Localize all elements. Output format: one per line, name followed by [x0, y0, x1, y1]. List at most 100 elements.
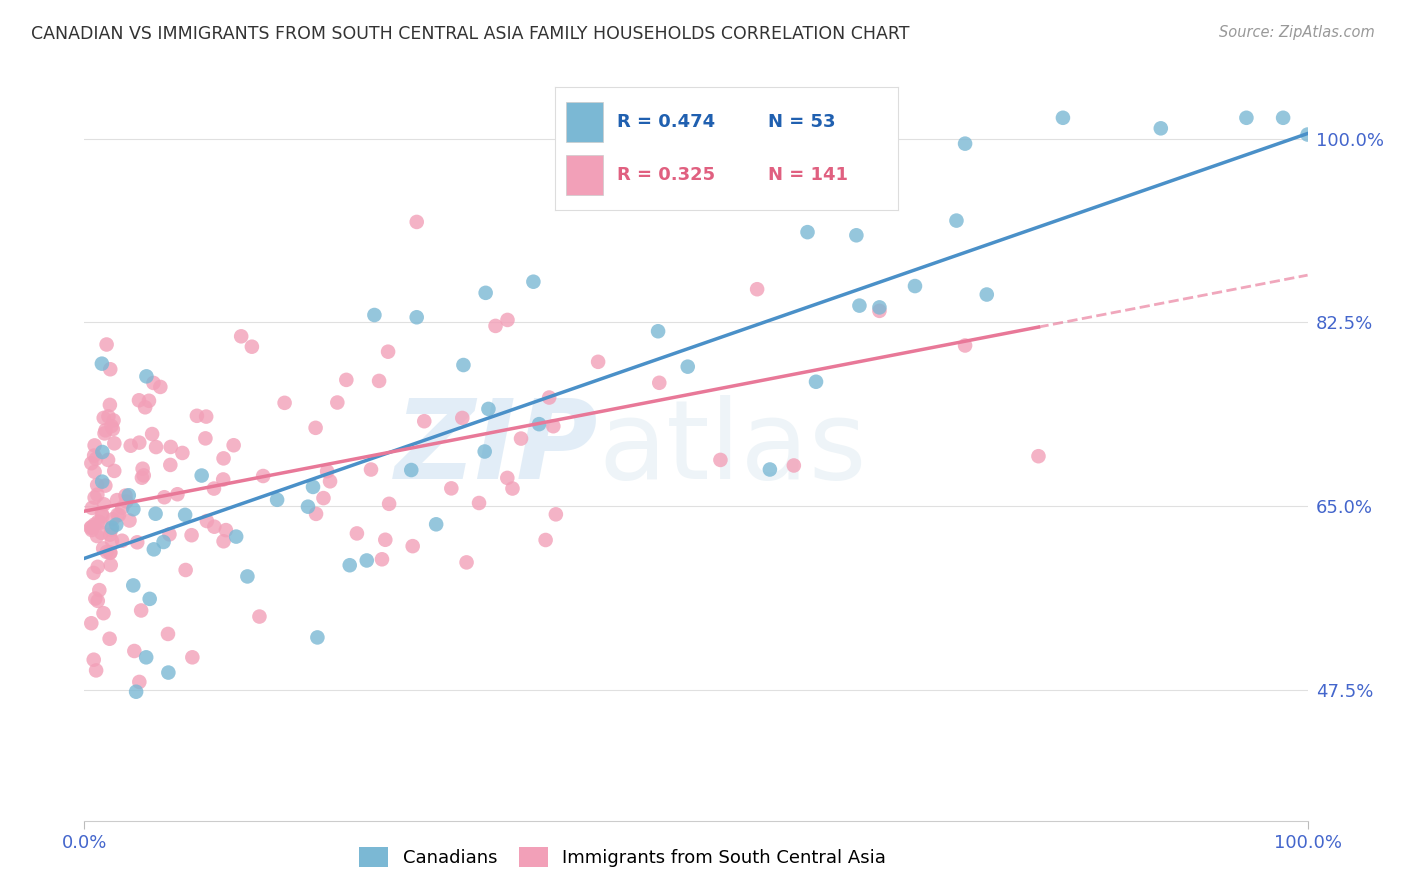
- Point: [266, 492, 288, 507]
- Point: [195, 409, 218, 424]
- Point: [904, 279, 927, 293]
- Point: [312, 491, 335, 505]
- Point: [377, 344, 399, 359]
- Point: [98, 546, 121, 560]
- Point: [648, 376, 671, 390]
- Point: [538, 391, 561, 405]
- Point: [91, 445, 114, 459]
- Text: atlas: atlas: [598, 395, 866, 501]
- Point: [976, 287, 998, 301]
- Point: [90, 507, 112, 521]
- Point: [869, 303, 891, 318]
- Point: [80, 523, 103, 537]
- Point: [107, 508, 129, 522]
- Point: [1272, 111, 1295, 125]
- Point: [84, 664, 107, 678]
- Point: [127, 535, 149, 549]
- Point: [225, 530, 247, 544]
- Point: [236, 569, 259, 583]
- Point: [401, 463, 423, 477]
- Point: [374, 533, 396, 547]
- Point: [252, 469, 274, 483]
- Point: [453, 358, 475, 372]
- Point: [425, 517, 447, 532]
- Point: [98, 398, 121, 412]
- Text: CANADIAN VS IMMIGRANTS FROM SOUTH CENTRAL ASIA FAMILY HOUSEHOLDS CORRELATION CHA: CANADIAN VS IMMIGRANTS FROM SOUTH CENTRA…: [31, 25, 910, 43]
- Point: [215, 523, 238, 537]
- Point: [544, 508, 567, 522]
- Point: [319, 475, 342, 489]
- Point: [87, 559, 110, 574]
- Point: [128, 393, 150, 408]
- Point: [405, 215, 427, 229]
- Point: [190, 468, 212, 483]
- Point: [845, 228, 868, 243]
- Point: [83, 438, 105, 452]
- Point: [212, 534, 235, 549]
- Point: [522, 275, 544, 289]
- Point: [83, 653, 105, 667]
- Point: [368, 374, 391, 388]
- Point: [128, 675, 150, 690]
- Point: [305, 507, 328, 521]
- Point: [101, 422, 124, 436]
- Point: [90, 525, 112, 540]
- Point: [202, 482, 225, 496]
- Point: [131, 461, 153, 475]
- Point: [222, 438, 245, 452]
- Point: [101, 520, 124, 534]
- Point: [496, 471, 519, 485]
- Point: [402, 539, 425, 553]
- Point: [91, 509, 114, 524]
- Point: [149, 380, 172, 394]
- Point: [360, 462, 382, 476]
- Point: [100, 558, 122, 572]
- Point: [128, 435, 150, 450]
- Point: [83, 517, 105, 532]
- Point: [83, 449, 105, 463]
- Point: [510, 432, 533, 446]
- Point: [468, 496, 491, 510]
- Point: [101, 512, 124, 526]
- Point: [89, 516, 111, 530]
- Point: [83, 566, 105, 580]
- Point: [159, 527, 181, 541]
- Point: [456, 555, 478, 569]
- Point: [316, 464, 339, 478]
- Text: ZIP: ZIP: [395, 395, 598, 501]
- Point: [86, 529, 108, 543]
- Point: [153, 490, 176, 504]
- Point: [326, 395, 349, 409]
- Point: [195, 514, 218, 528]
- Point: [105, 493, 128, 508]
- Point: [181, 650, 204, 665]
- Point: [115, 494, 138, 508]
- Point: [100, 419, 122, 434]
- Point: [103, 464, 125, 478]
- Point: [96, 545, 118, 559]
- Point: [91, 475, 114, 489]
- Point: [145, 440, 167, 454]
- Point: [194, 431, 217, 445]
- Point: [108, 508, 131, 522]
- Point: [87, 515, 110, 529]
- Point: [180, 528, 202, 542]
- Point: [98, 632, 121, 646]
- Point: [231, 329, 253, 343]
- Point: [240, 340, 263, 354]
- Point: [1296, 128, 1319, 142]
- Point: [152, 535, 174, 549]
- Point: [135, 369, 157, 384]
- Point: [848, 299, 870, 313]
- Point: [98, 545, 121, 559]
- Point: [202, 519, 225, 533]
- Point: [79, 521, 101, 535]
- Point: [129, 603, 152, 617]
- Point: [273, 396, 295, 410]
- Point: [945, 213, 967, 227]
- Point: [159, 458, 181, 472]
- Point: [586, 355, 609, 369]
- Point: [103, 436, 125, 450]
- Point: [118, 514, 141, 528]
- Point: [1052, 111, 1074, 125]
